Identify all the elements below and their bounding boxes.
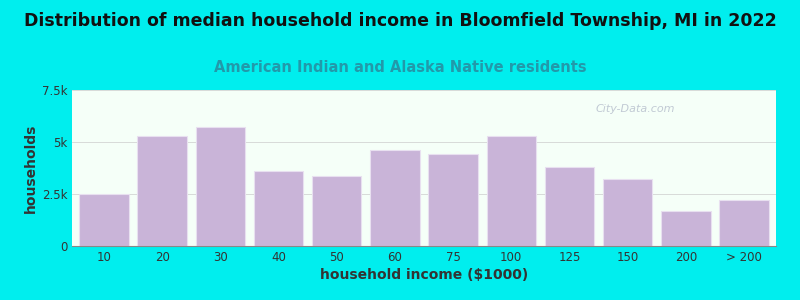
- Bar: [428, 154, 478, 246]
- Text: Distribution of median household income in Bloomfield Township, MI in 2022: Distribution of median household income …: [24, 12, 776, 30]
- Bar: [486, 136, 536, 246]
- Bar: [603, 179, 652, 246]
- Text: American Indian and Alaska Native residents: American Indian and Alaska Native reside…: [214, 60, 586, 75]
- Bar: [370, 150, 420, 246]
- Text: City-Data.com: City-Data.com: [595, 104, 675, 114]
- Y-axis label: households: households: [23, 123, 38, 213]
- Bar: [312, 176, 362, 246]
- Bar: [254, 171, 303, 246]
- Bar: [79, 194, 129, 246]
- Bar: [545, 167, 594, 246]
- Bar: [661, 211, 710, 246]
- Bar: [138, 136, 187, 246]
- Bar: [196, 128, 245, 246]
- X-axis label: household income ($1000): household income ($1000): [320, 268, 528, 282]
- Bar: [719, 200, 769, 246]
